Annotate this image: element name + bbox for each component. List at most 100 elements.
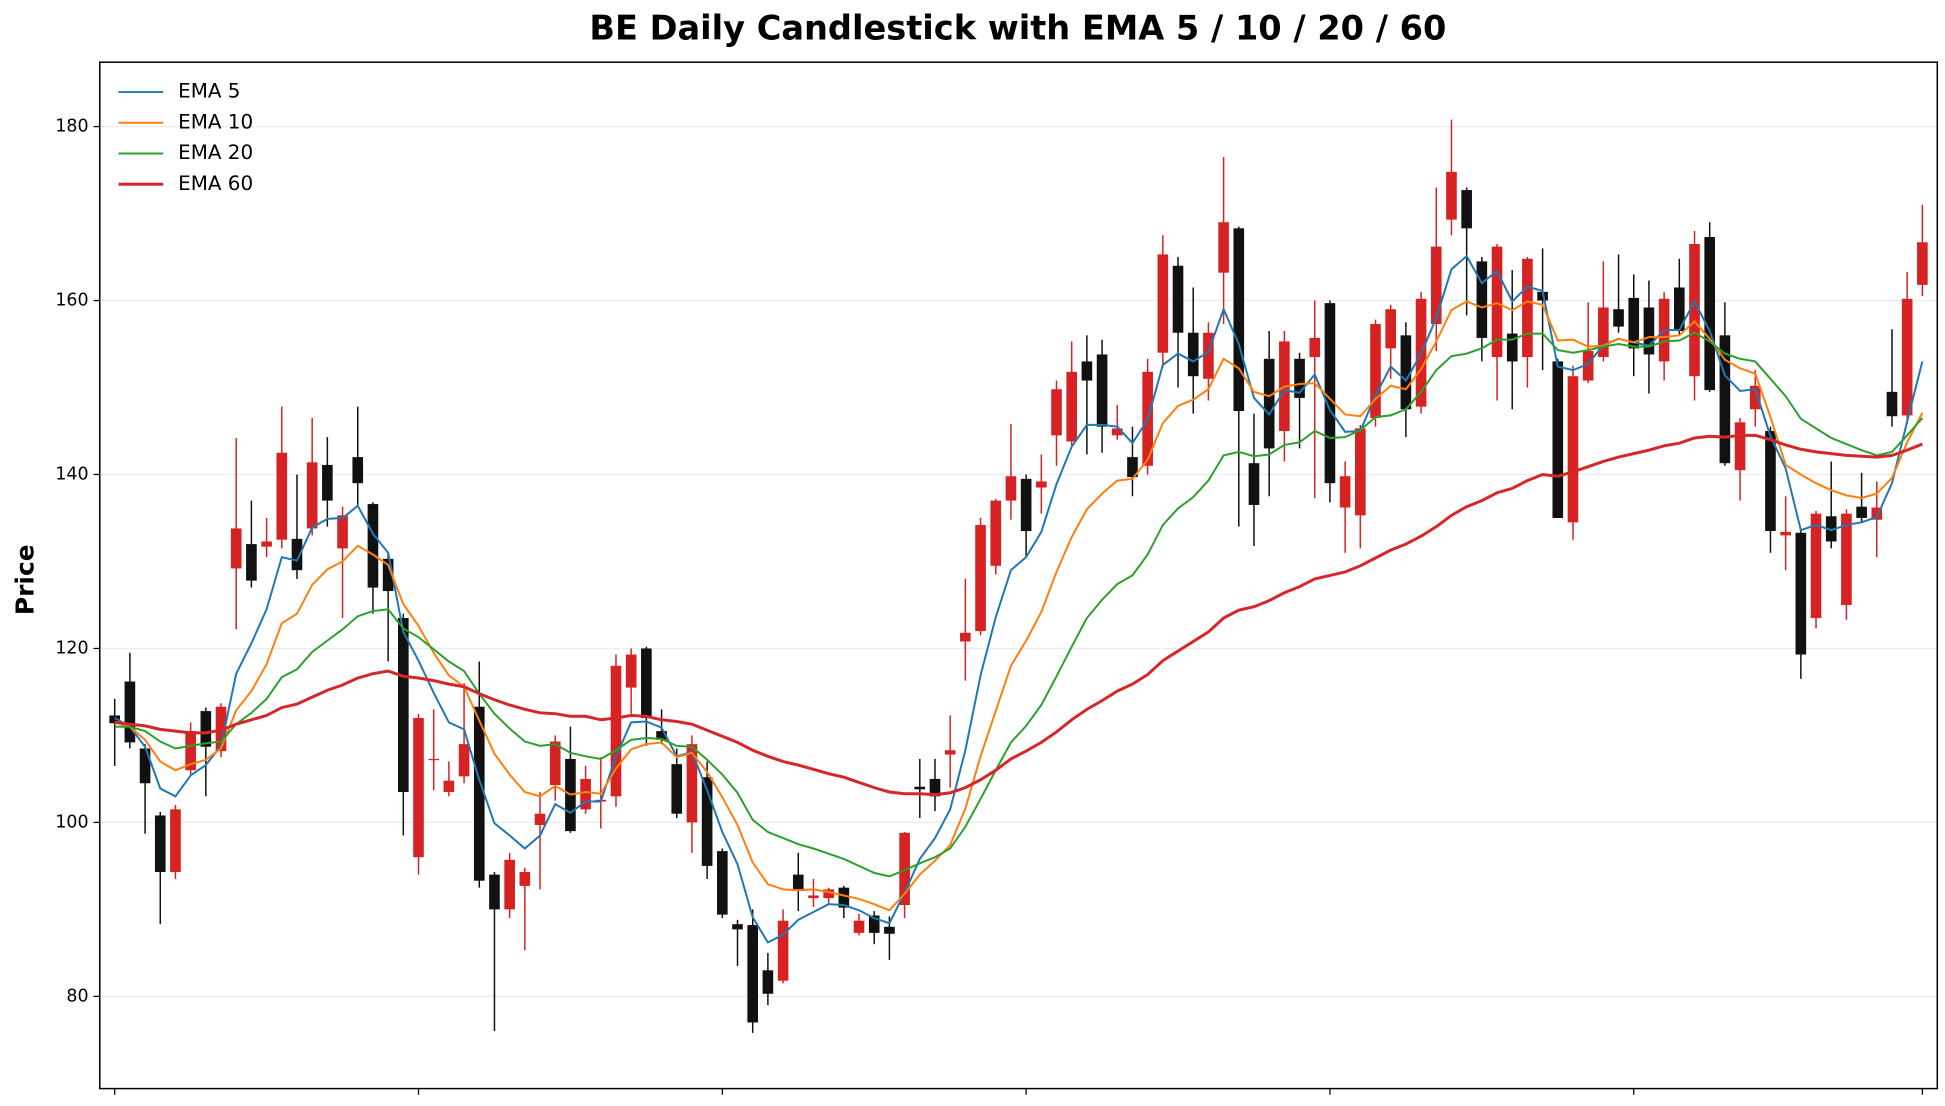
candle-body [170, 809, 181, 872]
candle-body [1294, 358, 1305, 398]
candle-body [1795, 532, 1807, 655]
candle-body [1780, 531, 1791, 536]
candle-body [1263, 358, 1275, 449]
candle-body [1598, 307, 1609, 358]
candle-body [322, 464, 333, 501]
candle-body [1172, 265, 1184, 333]
candle-body [1203, 332, 1214, 379]
candle-body [1886, 391, 1898, 417]
candle-body [808, 895, 819, 899]
candle-body [1355, 428, 1366, 516]
y-axis-label: Price [10, 544, 39, 615]
candle-body [732, 924, 743, 930]
y-tick-label: 100 [55, 812, 88, 832]
candle-body [261, 541, 272, 547]
candle-body [641, 648, 652, 719]
legend: EMA 5 EMA 10 EMA 20 EMA 60 [118, 80, 253, 195]
candle-body [1446, 171, 1457, 220]
candle-body [1157, 254, 1169, 353]
candle-body [1825, 516, 1837, 542]
candle-body [504, 859, 515, 910]
plot [109, 119, 1928, 1033]
candle-body [1385, 309, 1397, 349]
candle-body [580, 778, 591, 810]
candle-body [337, 515, 348, 549]
candle-body [1749, 385, 1761, 410]
candle-body [1613, 309, 1624, 327]
candle-body [458, 744, 470, 777]
candle-body [1461, 190, 1472, 229]
candle-body [230, 528, 242, 569]
legend-label: EMA 5 [178, 80, 240, 103]
candle-body [717, 851, 728, 915]
candle-body [1582, 350, 1594, 381]
candle-body [1871, 507, 1883, 520]
candle-body [823, 889, 834, 899]
candle-body [1537, 291, 1548, 301]
candle-body [1506, 333, 1518, 362]
candle-body [929, 778, 941, 797]
candle-body [1719, 335, 1731, 464]
candle-body [1370, 324, 1381, 418]
candle-body [382, 558, 394, 592]
legend-label: EMA 10 [178, 110, 253, 133]
candle-body [185, 731, 196, 771]
candle-body [853, 920, 865, 933]
candle-body [139, 748, 151, 784]
candle-body [914, 786, 926, 790]
plot-frame [99, 61, 1939, 1090]
grid: 80 100 120 140 160 180 [55, 117, 1938, 1095]
candle-body [975, 524, 986, 632]
candle-body [899, 832, 910, 906]
ema-line [114, 331, 1924, 878]
candle-body [443, 780, 455, 792]
candle-body [1522, 258, 1533, 358]
candle-body [1127, 457, 1138, 478]
candle-body [1036, 481, 1047, 488]
candle-body [1491, 246, 1503, 358]
candle-body [1810, 513, 1822, 619]
candle-body [1218, 222, 1229, 273]
ema-line [114, 300, 1924, 912]
candle-body [489, 874, 500, 910]
chart-title: BE Daily Candlestick with EMA 5 / 10 / 2… [589, 8, 1446, 47]
legend-label: EMA 20 [178, 141, 253, 164]
y-tick-label: 160 [55, 291, 88, 311]
candle-body [1841, 513, 1852, 605]
y-tick-label: 80 [66, 986, 88, 1006]
candle-body [200, 711, 212, 747]
candle-body [306, 462, 318, 529]
candle-body [1005, 476, 1017, 501]
candle-body [656, 731, 667, 740]
ema-line [114, 433, 1923, 797]
candle-body [549, 741, 561, 786]
candle-body [473, 706, 485, 881]
candle-body [291, 538, 303, 571]
candle-body [747, 925, 759, 1023]
candle-body [1096, 354, 1108, 427]
candle-body [246, 544, 257, 581]
y-tick-label: 180 [55, 117, 88, 137]
candle-body [1020, 478, 1032, 532]
candle-body [1187, 332, 1199, 377]
candle-body [1324, 303, 1336, 484]
candle-body [868, 915, 880, 933]
candle-body [1233, 228, 1245, 411]
candle-body [1400, 335, 1412, 410]
candle-body [1051, 389, 1062, 436]
candle-body [1248, 463, 1260, 505]
candle-body [1309, 337, 1321, 358]
candle-body [762, 970, 774, 994]
candle-body [1917, 242, 1928, 285]
y-tick-label: 140 [55, 464, 88, 484]
candle-body [792, 874, 804, 890]
candle-body [367, 504, 379, 588]
candle-body [352, 457, 364, 484]
candle-body [1674, 287, 1685, 331]
candle-body [1066, 371, 1078, 442]
y-tick-label: 120 [55, 638, 88, 658]
candle-body [1552, 361, 1564, 518]
candle-body [413, 718, 424, 858]
candle-body [701, 777, 713, 866]
